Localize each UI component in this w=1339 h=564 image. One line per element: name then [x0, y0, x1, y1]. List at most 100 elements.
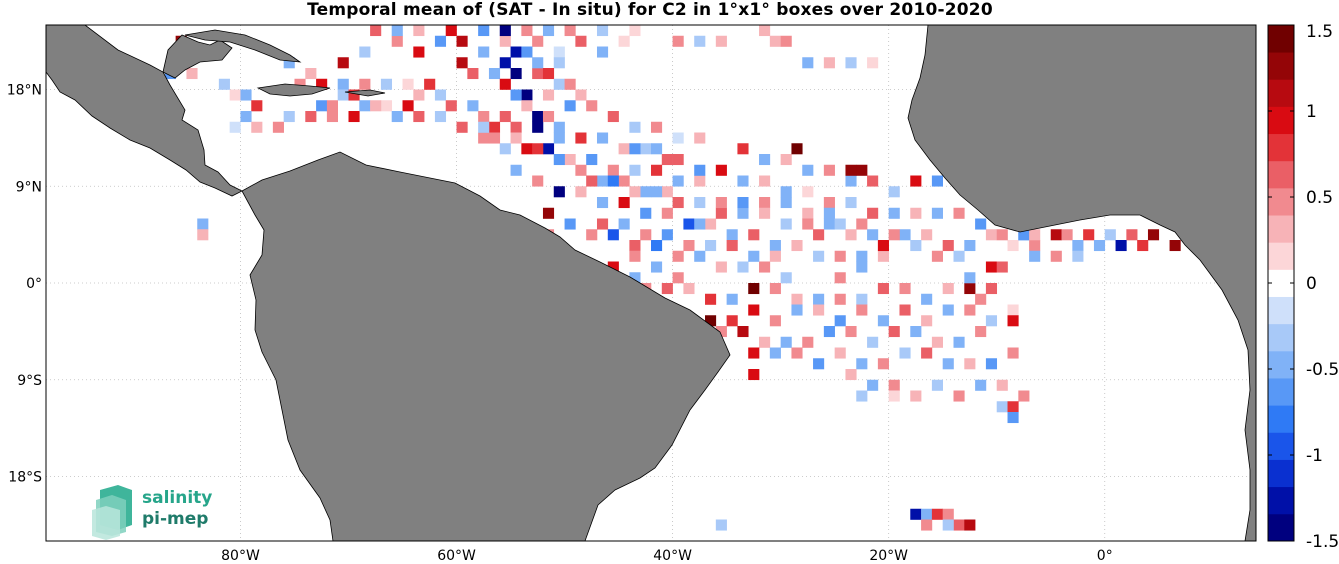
data-cell	[370, 100, 382, 112]
data-cell	[1104, 229, 1116, 241]
data-cell	[316, 78, 328, 90]
data-cell	[618, 175, 630, 187]
data-cell	[759, 336, 771, 348]
data-cell	[434, 89, 447, 101]
colorbar-tick-label: 1.5	[1306, 22, 1333, 42]
colorbar-segment	[1268, 242, 1294, 270]
data-cell	[791, 347, 803, 359]
lon-tick-label: 60°W	[437, 548, 476, 564]
data-cell	[953, 390, 965, 402]
colorbar-segment	[1268, 405, 1294, 433]
data-cell	[488, 132, 501, 144]
land-africa	[907, 24, 1257, 542]
data-cell	[813, 304, 825, 316]
colorbar-segment	[1268, 513, 1294, 542]
colorbar-segment	[1268, 79, 1294, 107]
data-cell	[1115, 240, 1127, 252]
data-cell	[337, 89, 349, 101]
longitude-tick-labels: 80°W 60°W 40°W 20°W 0°	[221, 548, 1113, 564]
data-cell	[542, 143, 555, 155]
data-cell	[1050, 229, 1062, 241]
data-cell	[910, 175, 922, 187]
data-cell	[651, 143, 663, 155]
data-cell	[651, 261, 663, 273]
data-cell	[759, 207, 771, 219]
data-cell	[845, 369, 857, 381]
data-cell	[1007, 401, 1019, 413]
data-cell	[888, 186, 900, 198]
data-cell	[899, 304, 911, 316]
data-cell	[499, 25, 511, 37]
data-cell	[629, 121, 641, 133]
data-cell	[510, 68, 522, 80]
colorbar-segment	[1268, 378, 1294, 406]
data-cell	[596, 25, 609, 37]
data-cell	[229, 89, 241, 101]
data-cell	[683, 240, 695, 252]
data-cell	[521, 100, 533, 112]
data-cell	[888, 390, 900, 402]
data-cell	[748, 283, 760, 295]
data-cell	[834, 272, 846, 284]
data-cell	[845, 326, 857, 338]
data-cell	[823, 57, 835, 69]
data-cell	[931, 379, 943, 391]
data-cell	[564, 25, 576, 37]
data-cell	[478, 132, 490, 144]
data-cell	[726, 315, 738, 327]
data-cell	[899, 229, 911, 241]
data-cell	[942, 304, 954, 316]
logo-line-2: pi-mep	[142, 509, 208, 529]
data-cell	[780, 186, 792, 198]
data-cell	[380, 100, 393, 112]
data-cell	[715, 197, 727, 209]
data-cell	[877, 240, 889, 252]
data-cell	[813, 229, 825, 241]
data-cell	[629, 272, 641, 284]
data-cell	[1007, 240, 1019, 252]
data-cell	[931, 508, 943, 520]
data-cell	[888, 229, 900, 241]
data-cell	[802, 57, 814, 69]
data-cell	[510, 89, 522, 101]
data-cell	[672, 154, 684, 166]
data-cell	[780, 272, 792, 284]
data-cell	[737, 143, 749, 155]
data-cell	[996, 229, 1008, 241]
data-cell	[737, 326, 749, 338]
data-cell	[856, 164, 868, 176]
salinity-pi-mep-logo: salinity pi-mep	[92, 485, 212, 540]
data-cell	[640, 186, 652, 198]
data-cell	[996, 401, 1008, 413]
data-cell	[737, 207, 749, 219]
data-cell	[316, 100, 328, 112]
data-cell	[780, 336, 792, 348]
data-cell	[1007, 347, 1019, 359]
data-cell	[813, 250, 825, 262]
colorbar-segment	[1268, 350, 1294, 379]
data-cell	[640, 143, 652, 155]
data-cell	[607, 111, 619, 123]
data-cell	[823, 207, 835, 219]
data-cell	[931, 250, 943, 262]
data-cell	[553, 132, 565, 144]
data-cell	[672, 250, 684, 262]
data-cell	[596, 46, 609, 58]
data-cell	[370, 25, 382, 37]
data-cell	[759, 154, 771, 166]
data-cell	[780, 197, 792, 209]
data-cell	[856, 304, 868, 316]
data-cell	[272, 121, 284, 133]
data-cell	[1061, 229, 1073, 241]
data-cell	[845, 175, 857, 187]
data-cell	[499, 35, 511, 47]
data-cell	[888, 379, 900, 391]
data-cell	[542, 111, 555, 123]
data-cell	[823, 197, 835, 209]
data-cell	[521, 46, 533, 58]
colorbar-segment	[1268, 160, 1294, 189]
data-cell	[326, 111, 338, 123]
data-cell	[586, 229, 598, 241]
data-cell	[413, 111, 425, 123]
data-cell	[488, 121, 501, 133]
